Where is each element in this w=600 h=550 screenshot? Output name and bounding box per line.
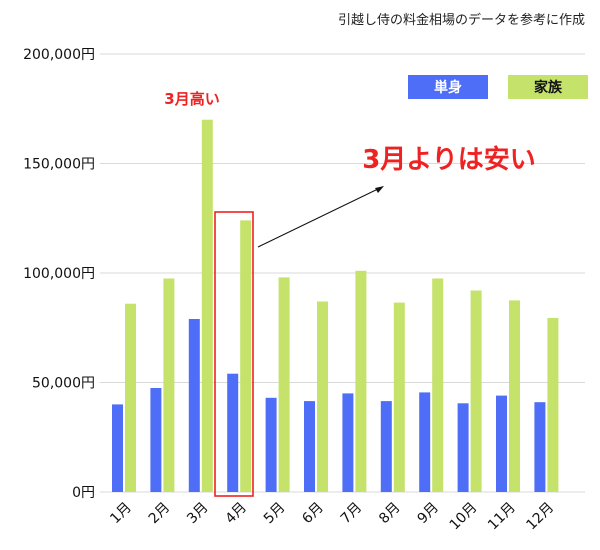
- legend: 単身 家族: [408, 75, 588, 99]
- annotation-arrow-head: [375, 186, 384, 193]
- legend-family-label: 家族: [534, 79, 563, 96]
- x-tick-label: 4月: [223, 500, 251, 528]
- x-axis-ticks: 1月 2月 3月 4月 5月 6月 7月 8月 9月 10月 11月 12月: [107, 500, 557, 534]
- annotation-arrow: [257, 187, 381, 248]
- x-tick-label: 1月: [107, 500, 135, 528]
- legend-family-swatch: [508, 75, 588, 99]
- x-tick-label: 5月: [261, 500, 289, 528]
- bar-family-7: [355, 270, 367, 492]
- bar-family-2: [163, 278, 175, 492]
- y-tick-label: 100,000円: [23, 266, 95, 282]
- y-tick-label: 200,000円: [23, 47, 95, 63]
- x-tick-label: 6月: [299, 500, 327, 528]
- bar-single-8: [380, 401, 392, 492]
- annotation-march-high: 3月高い: [164, 90, 219, 108]
- bar-family-9: [432, 278, 444, 492]
- bars: [112, 119, 559, 492]
- bar-single-5: [265, 397, 277, 492]
- x-tick-label: 3月: [184, 500, 212, 528]
- bar-single-2: [150, 388, 162, 492]
- april-highlight-box: [214, 211, 254, 497]
- legend-single-label: 単身: [434, 79, 462, 96]
- y-tick-label: 50,000円: [32, 376, 95, 392]
- x-tick-label: 8月: [376, 500, 404, 528]
- legend-single-swatch: [408, 75, 488, 99]
- bar-single-11: [496, 395, 507, 492]
- chart-caption: 引越し侍の料金相場のデータを参考に作成: [338, 12, 585, 28]
- bar-family-10: [470, 290, 482, 492]
- bar-single-9: [419, 392, 431, 492]
- bar-family-11: [509, 300, 520, 492]
- bar-family-6: [317, 301, 328, 492]
- y-tick-label: 150,000円: [23, 157, 95, 173]
- x-tick-label: 10月: [447, 500, 481, 534]
- y-axis-ticks: 0円 50,000円 100,000円 150,000円 200,000円: [23, 47, 95, 501]
- bar-family-5: [278, 277, 290, 492]
- bar-single-1: [112, 404, 123, 492]
- x-tick-label: 7月: [338, 500, 366, 528]
- bar-single-6: [304, 401, 315, 492]
- bar-single-3: [188, 319, 200, 492]
- bar-single-12: [534, 402, 546, 492]
- annotation-cheaper-than-march: 3月よりは安い: [362, 145, 536, 175]
- x-tick-label: 12月: [523, 500, 557, 534]
- bar-family-8: [393, 302, 405, 492]
- x-tick-label: 2月: [146, 500, 174, 528]
- bar-single-7: [342, 393, 354, 492]
- y-tick-label: 0円: [72, 485, 95, 501]
- x-tick-label: 9月: [415, 500, 443, 528]
- bar-single-10: [457, 403, 469, 492]
- bar-family-3: [201, 119, 213, 492]
- bar-family-4: [240, 220, 252, 492]
- bar-family-1: [125, 303, 136, 492]
- bar-family-12: [547, 317, 559, 492]
- bar-single-4: [227, 373, 239, 492]
- x-tick-label: 11月: [485, 500, 519, 534]
